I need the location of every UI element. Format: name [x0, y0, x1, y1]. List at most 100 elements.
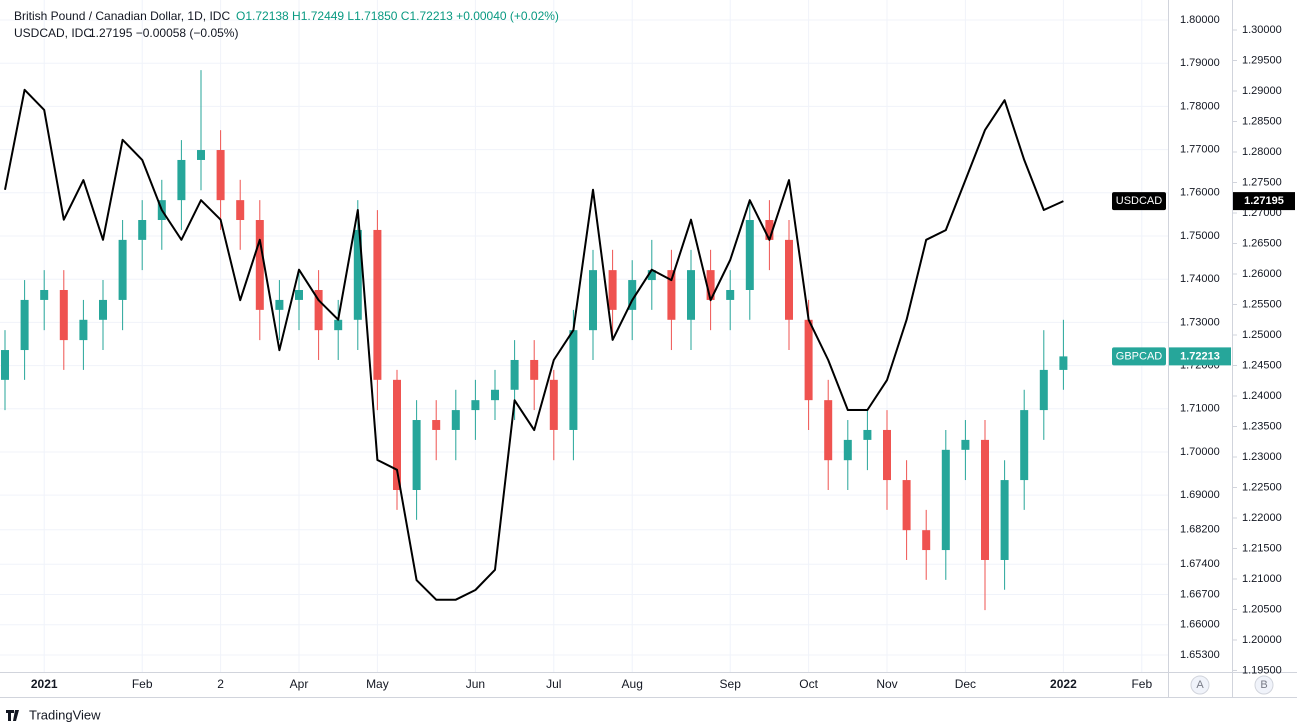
candle-body: [138, 220, 147, 240]
candle-body: [961, 439, 970, 450]
candle-body: [569, 330, 578, 430]
candle-body: [412, 420, 421, 491]
candle-body: [236, 200, 245, 221]
candle-body: [1000, 480, 1009, 560]
candle-body: [197, 150, 205, 160]
price-tag-label: 1.27195: [1244, 195, 1284, 207]
y-tick-label: 1.75000: [1180, 230, 1220, 242]
line-legend-title: USDCAD, IDC: [14, 26, 92, 40]
candle-body: [432, 420, 441, 430]
candle-body: [1039, 369, 1048, 411]
axis-button[interactable]: [1254, 675, 1274, 695]
candle-body: [255, 220, 264, 310]
candle-body: [40, 289, 49, 300]
branding: TradingView: [29, 707, 101, 722]
candle-body: [393, 379, 401, 491]
line-legend-values: 1.27195 −0.00058 (−0.05%): [89, 26, 238, 40]
candle-body: [667, 270, 676, 320]
plot: [1, 70, 1068, 611]
name-tag: [1112, 347, 1166, 366]
candle-body: [981, 439, 989, 560]
y-tick-label: 1.73000: [1180, 316, 1220, 328]
candle-body: [99, 299, 107, 320]
axis-button-label[interactable]: A: [1196, 679, 1204, 691]
candle-body: [20, 299, 29, 351]
x-tick-label: Feb: [132, 677, 153, 691]
y2-tick-label: 1.22000: [1242, 512, 1282, 524]
y2-tick-label: 1.21500: [1242, 542, 1282, 554]
y-tick-label: 1.68200: [1180, 524, 1220, 536]
candle-body: [941, 449, 950, 551]
price-tag-label: 1.72213: [1180, 350, 1220, 362]
x-tick-label: 2: [217, 677, 224, 691]
y-tick-label: 1.80000: [1180, 14, 1220, 26]
y2-tick-label: 1.24000: [1242, 390, 1282, 402]
x-tick-label: Feb: [1131, 677, 1152, 691]
y2-tick-label: 1.24500: [1242, 359, 1282, 371]
candle-body: [1020, 410, 1029, 481]
chart-title: British Pound / Canadian Dollar, 1D, IDC: [14, 9, 230, 23]
axis-button-label[interactable]: B: [1260, 679, 1267, 691]
x-tick-label: Oct: [799, 677, 818, 691]
candle-body: [334, 319, 343, 331]
y2-tick-label: 1.20000: [1242, 634, 1282, 646]
name-tag-label: GBPCAD: [1116, 350, 1163, 362]
candle-body: [608, 270, 617, 310]
x-tick-label: Apr: [290, 677, 309, 691]
candle-body: [922, 530, 931, 551]
logo: [6, 710, 19, 721]
candle-body: [843, 439, 852, 461]
line-series: [4, 88, 1064, 601]
candle-body: [510, 359, 519, 390]
y2-tick-label: 1.26500: [1242, 237, 1282, 249]
candle-body: [177, 159, 186, 201]
y2-tick-label: 1.29000: [1242, 85, 1282, 97]
y2-tick-label: 1.19500: [1242, 664, 1282, 676]
x-tick-label: Aug: [622, 677, 643, 691]
y2-tick-label: 1.25000: [1242, 329, 1282, 341]
x-tick-label: 2022: [1050, 677, 1077, 691]
y-tick-label: 1.66000: [1180, 619, 1220, 631]
candle-body: [804, 319, 813, 401]
candle-body: [902, 480, 911, 531]
candle-body: [647, 270, 656, 281]
y-tick-label: 1.67400: [1180, 558, 1220, 570]
y2-tick-label: 1.20500: [1242, 603, 1282, 615]
candle-body: [589, 270, 597, 331]
y2-tick-label: 1.30000: [1242, 24, 1282, 36]
y2-tick-label: 1.29500: [1242, 54, 1282, 66]
x-tick-label: Dec: [955, 677, 976, 691]
candle-body: [295, 289, 303, 300]
candle-body: [353, 229, 362, 320]
price-tag: [1169, 347, 1231, 366]
candle-body: [59, 289, 68, 341]
x-tick-label: Sep: [720, 677, 742, 691]
candle-body: [726, 289, 735, 300]
y2-tick-label: 1.27500: [1242, 176, 1282, 188]
candle-body: [687, 270, 695, 320]
x-tick-label: Jul: [546, 677, 561, 691]
y2-tick-label: 1.22500: [1242, 481, 1282, 493]
candle-body: [216, 150, 225, 201]
candle-body: [745, 220, 754, 290]
candle-body: [275, 299, 284, 310]
y2-tick-label: 1.26000: [1242, 268, 1282, 280]
candle-body: [471, 400, 480, 411]
y-tick-label: 1.71000: [1180, 403, 1220, 415]
y-tick-label: 1.65300: [1180, 649, 1220, 661]
y-tick-label: 1.77000: [1180, 144, 1220, 156]
candle-body: [765, 220, 774, 240]
x-tick-label: Jun: [466, 677, 485, 691]
y2-tick-label: 1.28500: [1242, 115, 1282, 127]
y-tick-label: 1.79000: [1180, 57, 1220, 69]
candle-body: [706, 270, 715, 300]
candle-body: [824, 400, 833, 461]
axis-button[interactable]: [1190, 675, 1210, 695]
candle-body: [883, 429, 891, 481]
candle-body: [785, 239, 793, 320]
x-tick-label: 2021: [31, 677, 58, 691]
candle-body: [118, 239, 127, 300]
y2-tick-label: 1.28000: [1242, 146, 1282, 158]
y-tick-label: 1.66700: [1180, 588, 1220, 600]
